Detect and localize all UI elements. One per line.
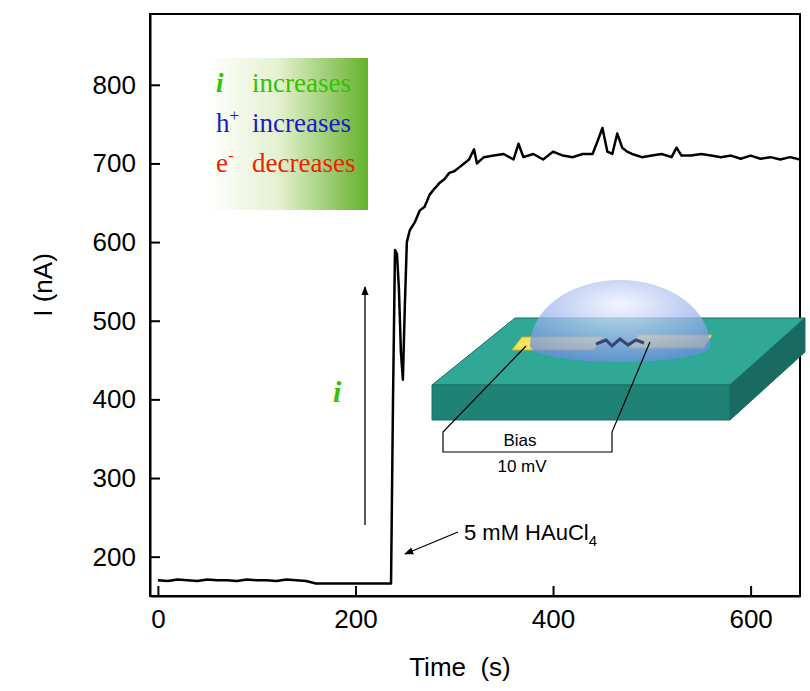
x-tick-mark [750, 586, 752, 596]
y-tick-label: 400 [93, 384, 136, 414]
x-tick-mark [355, 586, 357, 596]
y-tick-label: 200 [93, 541, 136, 571]
y-tick-label: 800 [93, 70, 136, 100]
y-tick-mark [150, 399, 160, 401]
chart-svg: 0 200 400 600 200 300 400 500 600 700 800 Time (s) I… [0, 0, 810, 691]
status-symbol: e [216, 148, 228, 178]
substrate-side [730, 318, 805, 420]
x-tick-mark [157, 586, 159, 596]
bias-wire [443, 342, 650, 452]
x-tick-label: 200 [334, 604, 377, 634]
increase-arrow-label: i [333, 375, 342, 408]
nanowire [596, 339, 644, 346]
x-tick: 200 [334, 586, 377, 634]
bias-value: 10 mV [497, 457, 547, 476]
x-tick: 0 [151, 586, 165, 634]
y-tick-label: 700 [93, 148, 136, 178]
x-axis-title: Time (s) [409, 652, 511, 682]
bias-label: Bias [503, 431, 536, 450]
status-box-bg [206, 58, 368, 210]
y-tick-mark [150, 163, 160, 165]
injection-label: 5 mM HAuCl4 [464, 520, 597, 549]
y-axis-title: I (nA) [28, 253, 58, 317]
increase-arrow [364, 287, 365, 525]
status-box: i increases h+ increases e-decreases [206, 58, 368, 210]
x-tick: 600 [729, 586, 772, 634]
status-text: increases [252, 68, 351, 98]
x-tick-label: 0 [151, 604, 165, 634]
status-text: decreases [252, 148, 355, 178]
injection-arrow [405, 532, 458, 554]
y-tick-label: 600 [93, 227, 136, 257]
status-row: e-decreases [216, 146, 355, 178]
plot-frame [150, 14, 800, 596]
x-tick-label: 600 [729, 604, 772, 634]
x-tick-mark [553, 586, 555, 596]
y-tick-mark [150, 84, 160, 86]
y-tick-mark [150, 478, 160, 480]
x-tick: 400 [532, 586, 575, 634]
status-row: i increases [216, 68, 351, 98]
device-inset: Bias 10 mV [432, 280, 805, 476]
y-tick-mark [150, 556, 160, 558]
status-sup: + [230, 106, 240, 125]
status-symbol: h [216, 108, 230, 138]
y-tick-label: 500 [93, 306, 136, 336]
y-tick-mark [150, 320, 160, 322]
y-tick-label: 300 [93, 463, 136, 493]
injection-sub: 4 [589, 532, 597, 549]
substrate-front [432, 385, 730, 420]
status-row: h+ increases [216, 106, 351, 138]
status-sup: - [228, 146, 234, 165]
status-text: increases [252, 108, 351, 138]
x-tick-label: 400 [532, 604, 575, 634]
droplet [530, 280, 710, 362]
y-tick-mark [150, 242, 160, 244]
injection-text: 5 mM HAuCl [464, 520, 589, 545]
x-axis: 0 200 400 600 [151, 586, 801, 634]
status-symbol: i [216, 68, 224, 98]
chart-container: 0 200 400 600 200 300 400 500 600 700 800 Time (s) I… [0, 0, 810, 691]
